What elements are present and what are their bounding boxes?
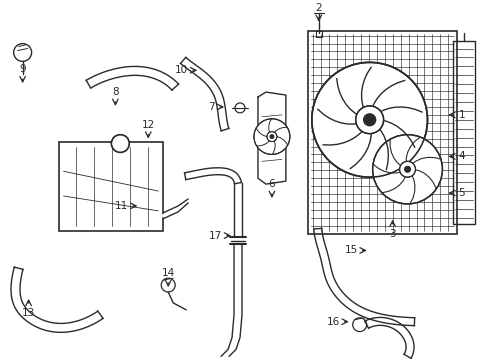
- Text: 4: 4: [457, 152, 464, 161]
- Text: 11: 11: [115, 201, 128, 211]
- Text: 1: 1: [457, 110, 464, 120]
- Circle shape: [266, 132, 276, 141]
- Circle shape: [363, 114, 375, 126]
- Text: 5: 5: [457, 188, 464, 198]
- Text: 17: 17: [208, 231, 222, 240]
- Text: 13: 13: [22, 308, 35, 318]
- Circle shape: [311, 62, 427, 177]
- Circle shape: [404, 166, 410, 172]
- Circle shape: [399, 161, 415, 177]
- Circle shape: [253, 119, 289, 154]
- Circle shape: [269, 135, 273, 139]
- Text: 16: 16: [326, 317, 339, 327]
- Text: 8: 8: [112, 87, 119, 97]
- Text: 15: 15: [344, 246, 357, 256]
- Circle shape: [111, 135, 129, 152]
- Text: 12: 12: [142, 120, 155, 130]
- Text: 2: 2: [315, 3, 322, 13]
- Bar: [307, 31, 456, 234]
- Text: 3: 3: [388, 229, 395, 239]
- Text: 7: 7: [208, 102, 215, 112]
- Text: 6: 6: [268, 179, 275, 189]
- Text: 10: 10: [175, 65, 188, 75]
- Bar: [59, 141, 163, 231]
- Circle shape: [372, 135, 442, 204]
- Text: 9: 9: [20, 64, 26, 74]
- Text: 14: 14: [161, 268, 175, 278]
- Circle shape: [355, 106, 383, 134]
